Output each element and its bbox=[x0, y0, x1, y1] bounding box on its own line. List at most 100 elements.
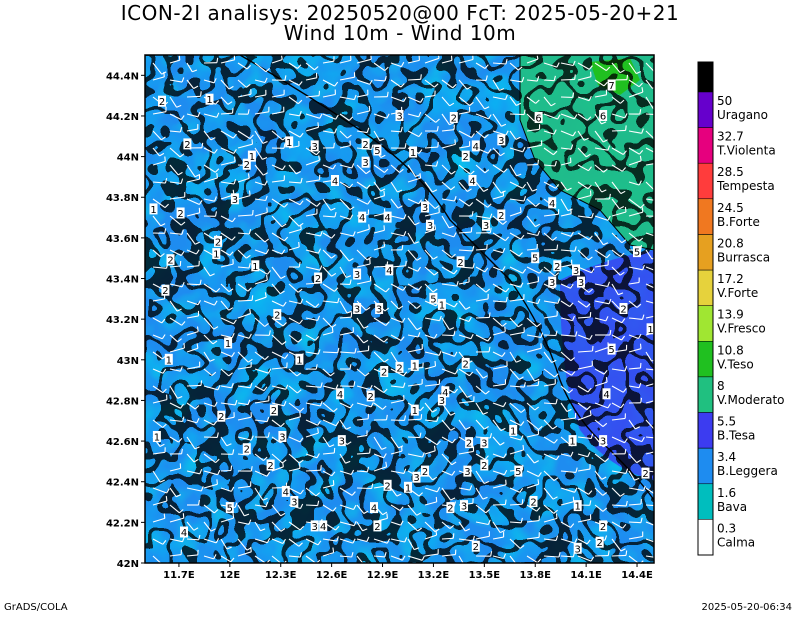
wind-label-bg bbox=[465, 437, 474, 449]
wind-label-bg bbox=[166, 254, 175, 266]
colorbar-swatch bbox=[697, 412, 714, 449]
wind-speed-colorbar: 50Uragano32.7T.Violenta28.5Tempesta24.5B… bbox=[697, 61, 785, 556]
lat-tick-label: 42N bbox=[117, 559, 139, 570]
wind-speed-label: 1 bbox=[206, 95, 212, 106]
lat-tick-label: 42.4N bbox=[106, 478, 139, 489]
wind-speed-label: 2 bbox=[244, 445, 250, 456]
wind-speed-label: 3 bbox=[232, 195, 238, 206]
colorbar-swatch bbox=[697, 376, 714, 413]
wind-speed-label: 1 bbox=[439, 300, 445, 311]
wind-label-bg bbox=[361, 138, 370, 150]
wind-label-bg bbox=[456, 256, 465, 268]
wind-speed-label: 3 bbox=[279, 433, 285, 444]
colorbar-label: V.Moderato bbox=[717, 393, 785, 407]
wind-speed-label: 4 bbox=[442, 388, 448, 399]
wind-label-bg bbox=[180, 526, 188, 538]
colorbar-label: B.Leggera bbox=[717, 464, 778, 478]
wind-speed-label: 1 bbox=[286, 138, 292, 149]
wind-label-bg bbox=[480, 437, 489, 449]
wind-speed-label: 3 bbox=[312, 142, 318, 153]
lat-tick-label: 44.2N bbox=[106, 112, 139, 123]
colorbar-value: 5.5 bbox=[717, 415, 736, 429]
wind-speed-label: 1 bbox=[647, 325, 653, 336]
wind-speed-label: 1 bbox=[410, 148, 416, 159]
wind-label-bg bbox=[225, 502, 234, 514]
colorbar-label: Calma bbox=[717, 535, 755, 549]
wind-speed-label: 4 bbox=[371, 504, 377, 515]
colorbar-label: Burrasca bbox=[717, 251, 770, 265]
wind-speed-label: 3 bbox=[483, 221, 489, 232]
wind-label-bg bbox=[247, 150, 256, 162]
wind-label-bg bbox=[534, 112, 543, 123]
wind-speed-label: 3 bbox=[575, 544, 581, 555]
wind-speed-label: 4 bbox=[384, 213, 390, 224]
colorbar-label: Bava bbox=[717, 500, 747, 514]
wind-label-bg bbox=[290, 496, 299, 507]
wind-label-bg bbox=[607, 79, 616, 91]
colorbar-swatch bbox=[697, 198, 714, 235]
wind-speed-label: 2 bbox=[600, 522, 606, 533]
wind-speed-label: 3 bbox=[413, 473, 419, 484]
wind-speed-label: 3 bbox=[291, 498, 297, 509]
wind-speed-label: 5 bbox=[430, 294, 436, 305]
wind-label-bg bbox=[497, 134, 506, 146]
wind-label-bg bbox=[426, 219, 434, 231]
colorbar-swatch bbox=[697, 305, 714, 342]
colorbar-value: 0.3 bbox=[717, 521, 736, 535]
wind-speed-label: 2 bbox=[271, 406, 277, 417]
wind-label-bg bbox=[409, 146, 418, 158]
lon-tick-label: 12.9E bbox=[367, 570, 399, 581]
wind-speed-label: 3 bbox=[439, 396, 445, 407]
colorbar-label: T.Violenta bbox=[716, 144, 776, 158]
colorbar-swatch bbox=[697, 162, 714, 200]
wind-label-bg bbox=[463, 465, 472, 477]
wind-speed-label: 4 bbox=[469, 177, 475, 188]
wind-speed-label: 3 bbox=[481, 439, 487, 450]
wind-label-bg bbox=[373, 520, 382, 532]
wind-speed-label: 2 bbox=[481, 461, 487, 472]
wind-label-bg bbox=[164, 353, 173, 365]
wind-label-bg bbox=[410, 404, 419, 416]
wind-label-bg bbox=[217, 410, 226, 422]
wind-speed-label: 1 bbox=[569, 437, 575, 448]
wind-label-bg bbox=[573, 542, 582, 554]
wind-label-bg bbox=[509, 424, 518, 436]
wind-label-bg bbox=[514, 465, 523, 477]
colorbar-value: 20.8 bbox=[717, 237, 744, 251]
wind-label-bg bbox=[380, 366, 389, 377]
wind-label-bg bbox=[641, 467, 650, 479]
colorbar-value: 28.5 bbox=[717, 165, 744, 179]
wind-label-bg bbox=[152, 431, 161, 442]
wind-speed-label: 3 bbox=[427, 221, 433, 232]
wind-speed-label: 2 bbox=[162, 286, 168, 297]
wind-speed-label: 2 bbox=[447, 504, 453, 515]
wind-label-bg bbox=[373, 144, 382, 156]
wind-speed-label: 6 bbox=[600, 112, 606, 123]
wind-speed-label: 2 bbox=[184, 140, 190, 151]
wind-speed-label: 1 bbox=[166, 355, 172, 366]
wind-label-bg bbox=[149, 203, 158, 215]
wind-label-bg bbox=[383, 211, 392, 223]
colorbar-label: V.Teso bbox=[717, 357, 754, 371]
plot-frame bbox=[144, 54, 655, 564]
wind-speed-label: 1 bbox=[213, 250, 219, 261]
colorbar-value: 17.2 bbox=[717, 272, 744, 286]
generation-timestamp: 2025-05-20-06:34 bbox=[701, 602, 792, 613]
wind-speed-label: 3 bbox=[339, 437, 345, 448]
wind-speed-label: 1 bbox=[296, 355, 302, 366]
wind-speed-label: 6 bbox=[535, 114, 541, 125]
wind-speed-label: 1 bbox=[510, 426, 516, 437]
wind-label-bg bbox=[548, 197, 557, 209]
wind-label-bg bbox=[441, 386, 450, 398]
wind-speed-label: 3 bbox=[573, 266, 579, 277]
colorbar-swatch bbox=[697, 234, 714, 271]
wind-label-bg bbox=[573, 500, 582, 512]
colorbar-swatch bbox=[697, 447, 714, 485]
lat-tick-label: 43.2N bbox=[106, 315, 139, 326]
wind-speed-label: 7 bbox=[608, 81, 614, 92]
wind-speed-label: 4 bbox=[549, 199, 555, 210]
wind-label-bg bbox=[471, 540, 480, 552]
wind-speed-label: 2 bbox=[374, 522, 380, 533]
lat-tick-label: 42.2N bbox=[106, 518, 139, 529]
wind-label-bg bbox=[358, 211, 367, 223]
